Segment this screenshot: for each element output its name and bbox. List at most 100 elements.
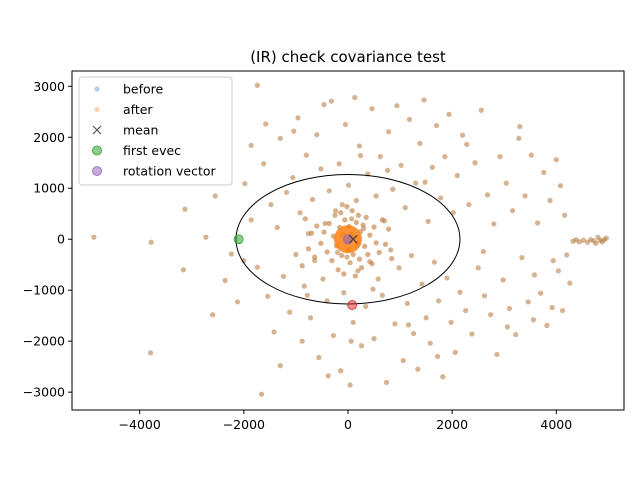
core-point-before	[362, 243, 368, 249]
point-after	[580, 237, 586, 243]
point-before	[291, 128, 297, 134]
core-point-after	[321, 229, 327, 235]
point-after	[550, 258, 556, 264]
point-after	[497, 154, 503, 160]
point-after	[452, 349, 458, 355]
point-before	[459, 132, 466, 138]
core-point-after	[376, 249, 382, 256]
point-after	[472, 160, 478, 166]
point-after	[469, 331, 475, 337]
point-after	[530, 317, 536, 323]
legend-label: before	[123, 82, 164, 97]
point-after	[280, 273, 287, 280]
point-before	[448, 319, 454, 325]
point-after	[417, 140, 423, 146]
point-after	[248, 217, 254, 223]
point-before	[367, 259, 373, 265]
core-point-before	[329, 258, 335, 264]
point-after	[419, 281, 425, 287]
point-after	[349, 216, 355, 222]
point-after	[427, 340, 433, 346]
point-before	[429, 164, 435, 170]
point-before	[588, 237, 594, 243]
point-after	[325, 373, 331, 379]
point-after	[307, 315, 314, 321]
point-before	[203, 234, 209, 240]
point-before	[530, 317, 536, 323]
point-after	[355, 268, 361, 274]
point-before	[338, 368, 344, 374]
legend-marker-first-evec	[92, 145, 102, 156]
core-point-before	[321, 229, 327, 235]
point-before	[472, 160, 478, 166]
point-before	[427, 340, 433, 346]
point-after	[324, 298, 330, 304]
core-point-after	[369, 261, 375, 267]
core-point-before	[365, 251, 371, 258]
core-point-after	[335, 267, 341, 273]
point-before	[293, 251, 299, 258]
point-before	[431, 259, 438, 265]
point-after	[182, 206, 188, 212]
point-before	[601, 237, 607, 243]
core-point-before	[358, 265, 365, 271]
point-after	[383, 379, 390, 386]
point-after	[352, 94, 358, 101]
y-tick-label: −1000	[23, 283, 65, 298]
point-after	[271, 329, 277, 335]
core-point-after	[389, 255, 395, 262]
legend-label: rotation vector	[123, 164, 217, 179]
point-after	[342, 121, 348, 128]
point-before	[559, 307, 566, 314]
point-after	[398, 162, 404, 168]
point-before	[555, 268, 561, 274]
core-point-after	[360, 222, 366, 228]
point-before	[500, 277, 506, 283]
point-after	[370, 286, 376, 292]
legend-label: first evec	[123, 143, 181, 158]
core-point-after	[356, 256, 363, 262]
core-point-after	[353, 219, 359, 226]
plot-area	[91, 82, 609, 397]
point-after	[564, 252, 570, 258]
point-before	[307, 315, 314, 321]
core-point-before	[363, 214, 369, 220]
point-after	[494, 351, 500, 358]
point-before	[345, 182, 352, 188]
x-tick-label: 0	[344, 417, 352, 432]
point-after	[381, 218, 388, 224]
point-after	[411, 330, 417, 337]
point-after	[305, 231, 312, 237]
point-before	[325, 373, 331, 379]
legend-marker-before	[94, 86, 100, 92]
point-before	[434, 353, 441, 360]
point-before	[547, 197, 553, 204]
point-after	[446, 111, 452, 117]
point-before	[595, 234, 601, 240]
point-after	[442, 154, 448, 160]
core-point-after	[314, 223, 320, 229]
point-before	[357, 153, 364, 159]
point-before	[390, 186, 396, 192]
point-after	[466, 201, 472, 208]
point-before	[392, 321, 398, 327]
point-after	[557, 183, 564, 189]
point-after	[361, 225, 367, 232]
point-before	[318, 166, 324, 172]
core-point-before	[305, 246, 312, 252]
point-after	[339, 201, 345, 208]
point-after	[406, 116, 413, 123]
point-before	[436, 298, 442, 304]
point-before	[350, 319, 356, 325]
point-after	[248, 142, 254, 149]
point-after	[295, 115, 301, 121]
point-before	[484, 192, 491, 198]
point-before	[534, 220, 541, 226]
point-before	[328, 98, 334, 104]
point-before	[353, 197, 359, 204]
core-point-after	[349, 208, 355, 214]
point-before	[404, 300, 410, 307]
y-tick-label: 2000	[33, 130, 65, 145]
point-after	[503, 180, 509, 186]
point-before	[475, 265, 481, 271]
